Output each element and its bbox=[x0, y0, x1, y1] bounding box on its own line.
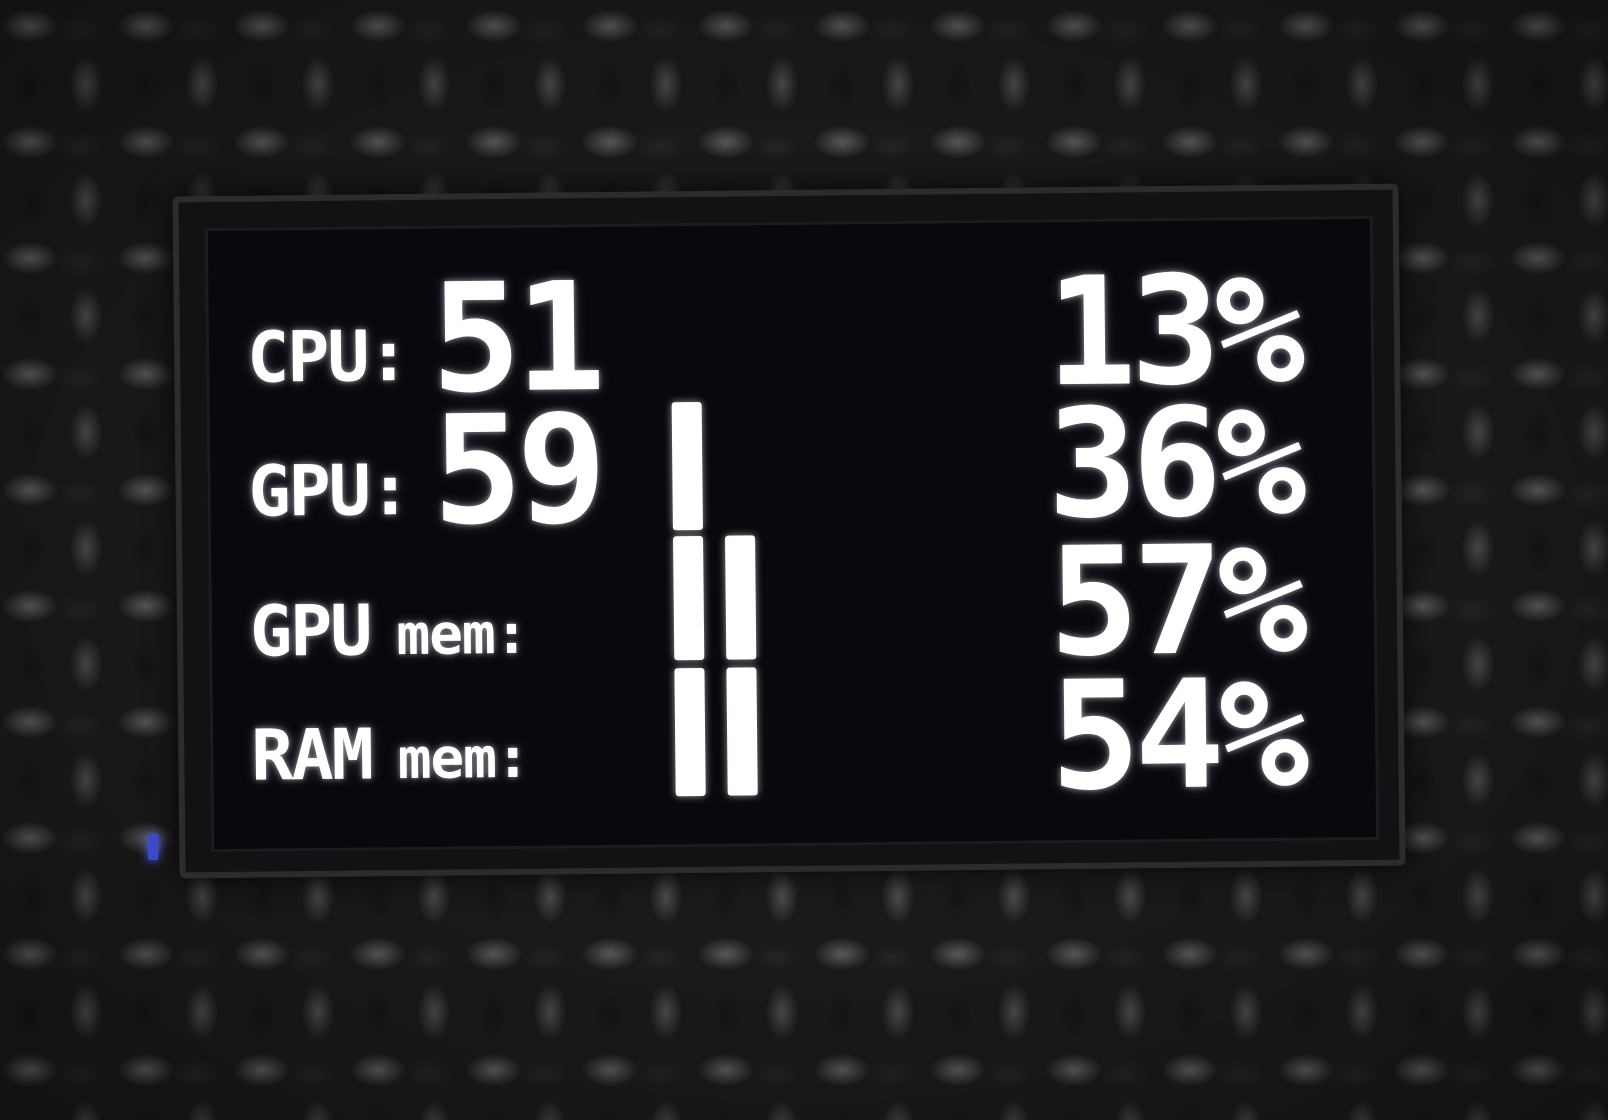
gpu-mem-usage-bar-segment-2 bbox=[725, 535, 757, 660]
ram-mem-label: RAM mem: bbox=[251, 713, 529, 796]
gpu-usage-bar bbox=[671, 401, 703, 531]
ram-mem-label-main: RAM bbox=[250, 713, 373, 797]
gpu-temp-value: 59 bbox=[431, 383, 602, 559]
ram-mem-label-sub: mem: bbox=[397, 725, 529, 793]
oled-screen: CPU: 51 13% GPU: 59 36% GPU mem: 57% RAM m… bbox=[204, 215, 1380, 853]
gpu-usage-bar-segment-1 bbox=[671, 401, 703, 531]
gpu-mem-usage-bar bbox=[673, 535, 757, 661]
ram-mem-usage-percent: 54% bbox=[1049, 647, 1305, 825]
gpu-mem-usage-bar-segment-1 bbox=[673, 535, 705, 661]
gpu-label: GPU: bbox=[248, 449, 410, 533]
ram-mem-usage-bar-segment-2 bbox=[726, 667, 758, 796]
ram-mem-usage-bar bbox=[674, 667, 758, 797]
gpu-mem-label-main: GPU bbox=[249, 589, 371, 673]
status-led bbox=[148, 834, 158, 860]
gpu-mem-label: GPU mem: bbox=[250, 589, 528, 672]
cpu-label: CPU: bbox=[246, 315, 409, 399]
gpu-mem-label-sub: mem: bbox=[396, 601, 528, 669]
ram-mem-usage-bar-segment-1 bbox=[674, 667, 706, 797]
